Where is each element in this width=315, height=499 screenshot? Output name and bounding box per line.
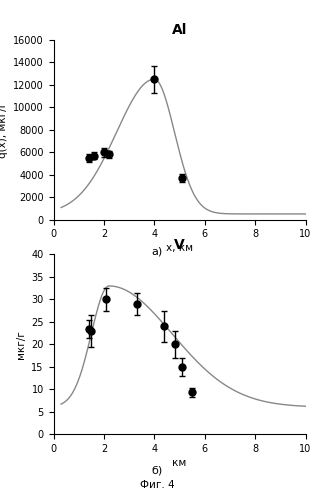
- Text: б): б): [152, 466, 163, 476]
- X-axis label: x, км: x, км: [166, 244, 193, 253]
- Title: V: V: [174, 238, 185, 252]
- Text: а): а): [152, 247, 163, 257]
- Text: Фиг. 4: Фиг. 4: [140, 480, 175, 490]
- Y-axis label: мкг/г: мкг/г: [16, 330, 26, 359]
- Y-axis label: q(x), мкг/г: q(x), мкг/г: [0, 102, 8, 158]
- X-axis label: км: км: [172, 458, 187, 468]
- Title: Al: Al: [172, 23, 187, 37]
